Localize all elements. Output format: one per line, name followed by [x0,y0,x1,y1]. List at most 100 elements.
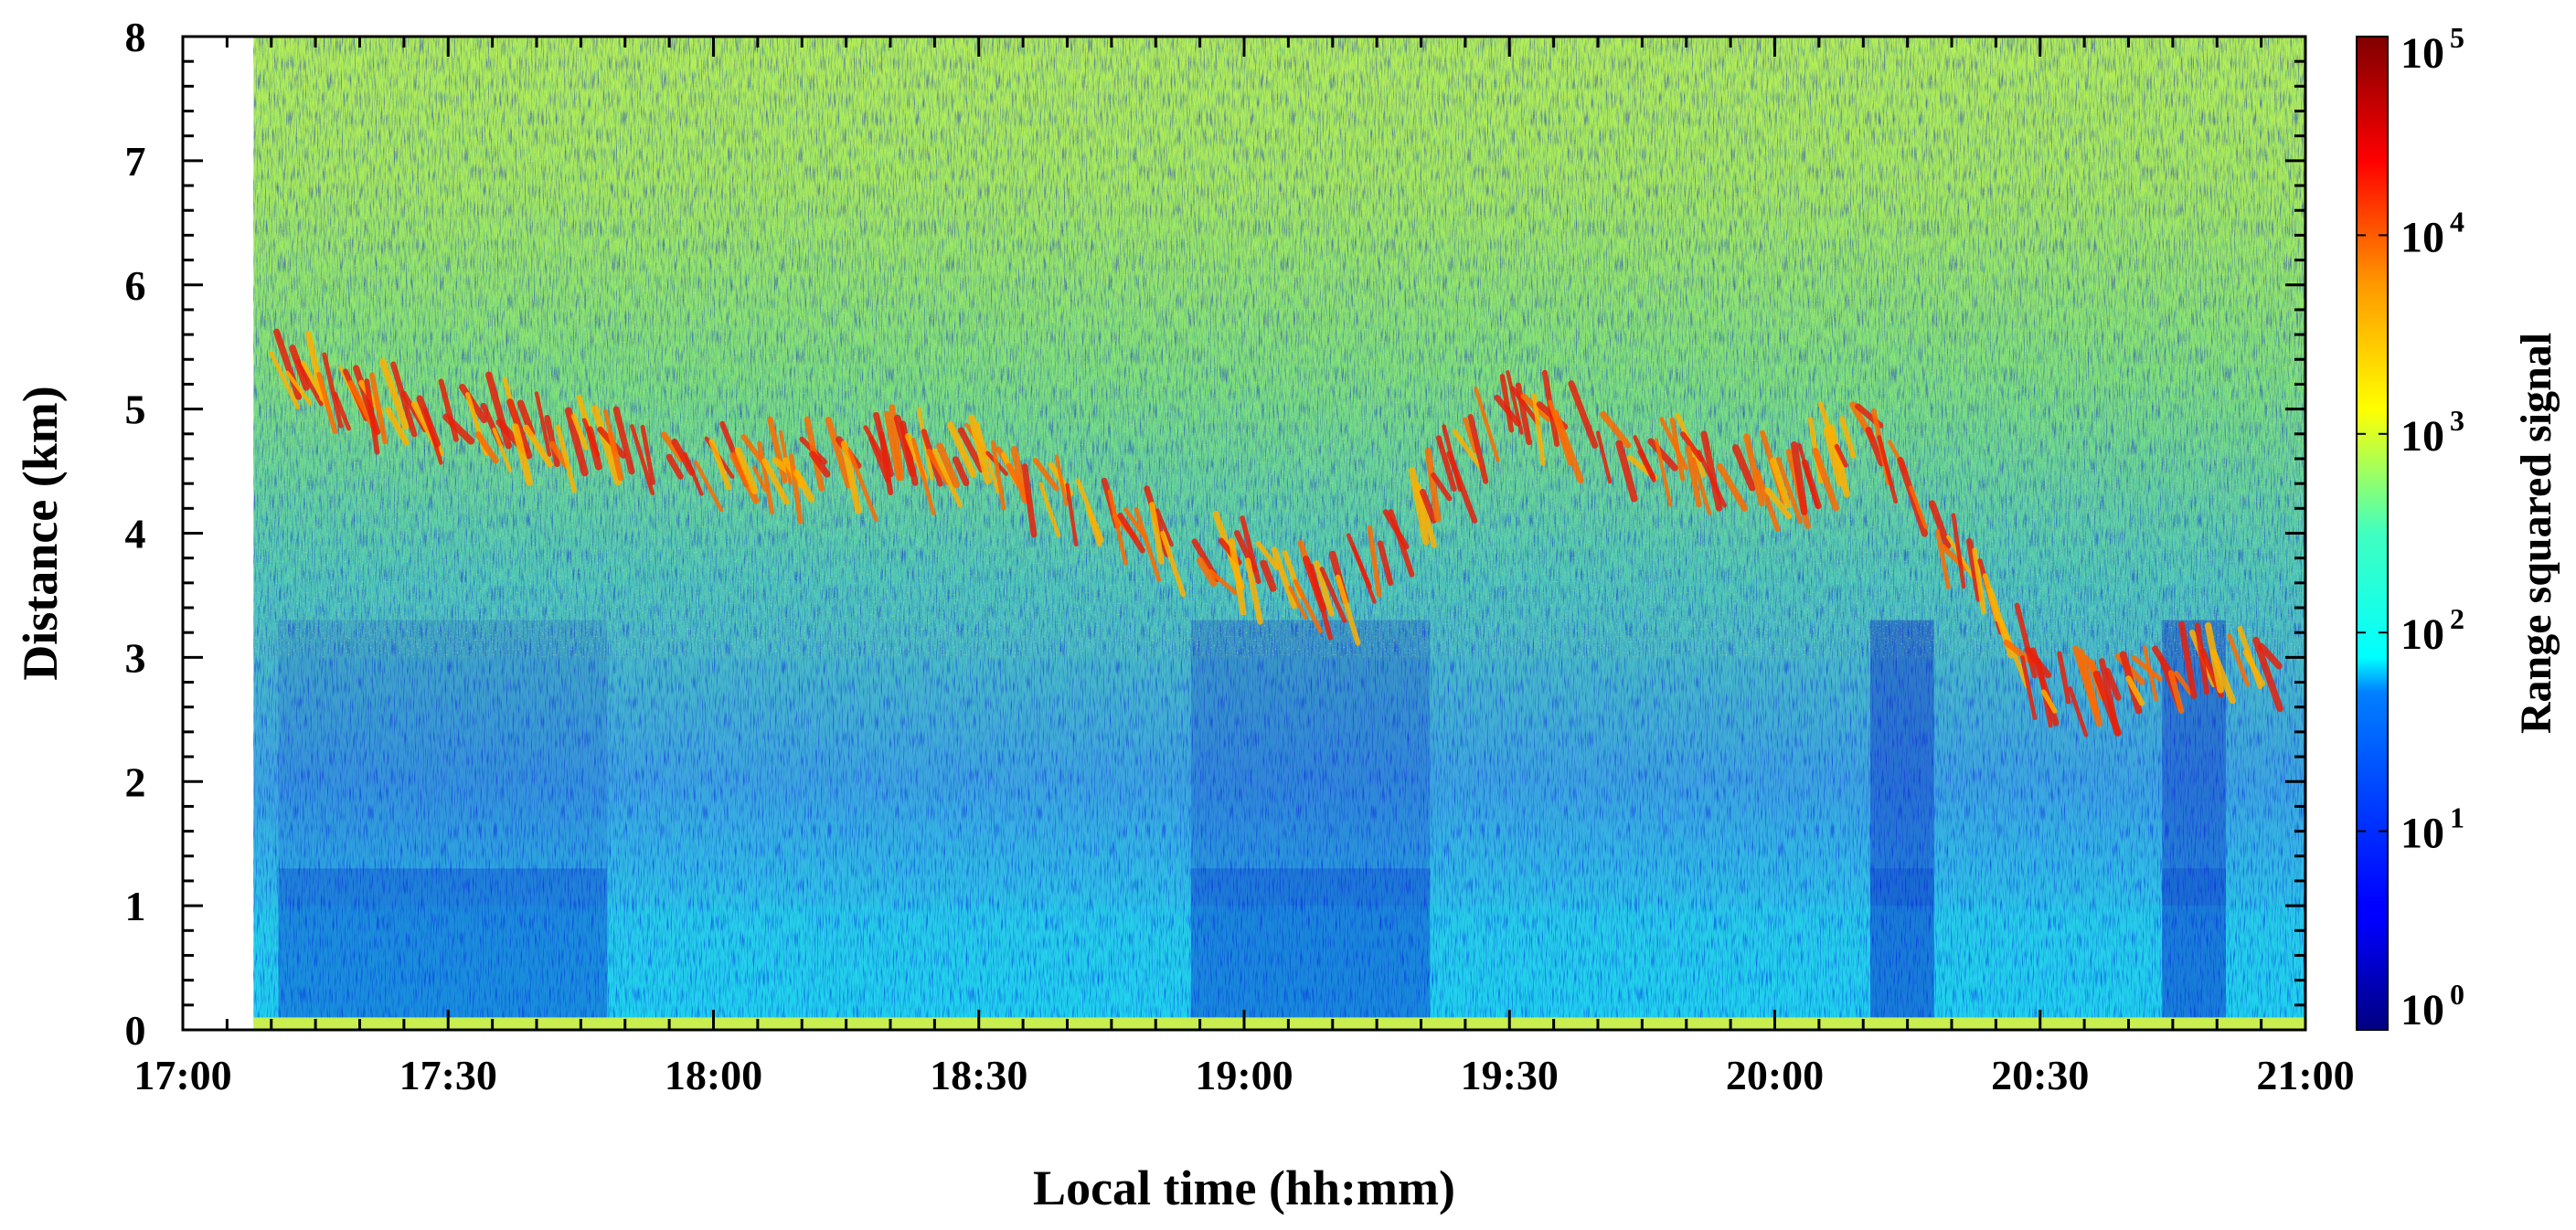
cloud-streak [369,372,389,445]
colorbar-tick-exponent: 5 [2450,21,2464,54]
x-tick-label: 18:30 [930,1052,1027,1098]
cloud-streak [422,408,443,465]
x-tick-label: 20:00 [1726,1052,1824,1098]
cloud-streak [2252,636,2283,713]
cloud-streak [511,423,533,486]
cloud-streak [1801,459,1822,510]
cloud-streak [332,391,351,431]
cloud-streak [936,442,960,489]
cloud-streak [1255,540,1280,570]
cloud-streak [2257,642,2283,670]
cloud-streak [1388,509,1415,578]
cloud-streak [1731,444,1756,492]
cloud-streak [284,370,313,406]
cloud-streak [1965,537,1983,602]
cloud-streak [1499,374,1515,433]
cloud-streak [1446,451,1478,524]
cloud-streak [1010,445,1028,504]
cloud-streak [1865,426,1885,467]
cloud-streak [708,438,732,491]
colorbar-tick-label: 10 [2400,412,2444,461]
cloud-streak [1314,560,1335,617]
cloud-streak [640,424,655,485]
colorbar-tick-label: 10 [2400,810,2444,858]
colorbar-tick-exponent: 2 [2450,602,2464,635]
cloud-streak [751,465,768,493]
cloud-streak [1409,467,1430,546]
y-tick-label: 4 [125,511,146,557]
x-tick-label: 19:00 [1195,1052,1293,1098]
cloud-streak [1812,447,1839,512]
cloud-streak [825,416,852,489]
cloud-streak [788,453,804,525]
cloud-streak [1240,515,1261,585]
cloud-streak [910,437,936,515]
cloud-streak [1716,462,1749,512]
cloud-streak [1743,433,1765,507]
cloud-streak [1595,430,1613,484]
x-tick-label: 17:30 [399,1052,497,1098]
x-tick-label: 17:00 [133,1052,231,1098]
cloud-streak [269,351,301,410]
cloud-streak [2057,651,2071,705]
cloud-streak [809,451,831,478]
cloud-streak [1117,512,1145,554]
cloud-streak [1654,438,1673,507]
cloud-streak [2014,602,2038,679]
cloud-streak [1086,506,1102,547]
cloud-streak [564,407,589,477]
cloud-streak [740,434,766,465]
cloud-streak [608,431,624,482]
cloud-streak [1839,416,1857,459]
cloud-streak [767,416,788,484]
cloud-streak [1196,557,1218,587]
cloud-streak [2142,644,2158,703]
cloud-streak [1467,414,1489,484]
y-tick-label: 7 [125,138,146,185]
cloud-streak [1754,468,1781,533]
cloud-streak [549,440,569,469]
cloud-streak [522,424,554,468]
cloud-streak [1351,546,1377,604]
colorbar-tick-exponent: 4 [2450,205,2464,238]
cloud-streak [2167,670,2185,715]
noise-overlay [253,37,2305,1030]
colorbar-tick-exponent: 3 [2450,404,2464,437]
colorbar-gradient [2356,36,2389,1031]
cloud-streak [1244,557,1263,625]
cloud-streak [2209,649,2236,705]
cloud-streak [2227,633,2251,687]
cloud-streak [899,420,919,486]
cloud-streak [555,424,577,493]
cloud-streak [534,391,552,457]
cloud-streak [1335,574,1361,646]
cloud-streak [1700,430,1723,512]
cloud-streak [492,427,513,472]
cloud-streak [1367,525,1382,598]
cloud-streak [1431,472,1453,502]
cloud-streak [1600,410,1632,449]
cloud-streak [1506,370,1524,435]
cloud-streak [1271,546,1297,610]
cloud-streak [442,413,475,445]
cloud-streak [1834,443,1848,468]
cloud-streak [1515,382,1532,446]
cloud-streak [2040,689,2058,714]
x-tick-label: 19:30 [1461,1052,1559,1098]
cloud-streak [2068,686,2089,737]
cloud-streak [1065,482,1079,546]
cloud-streak [1134,506,1162,583]
cloud-streak [694,460,724,513]
cloud-streak [1928,500,1952,549]
y-tick-label: 6 [125,262,146,309]
cloud-streak [1155,508,1174,547]
cloud-streak [931,448,963,508]
y-tick-label: 0 [125,1007,146,1054]
cloud-streak [2242,649,2266,686]
y-tick-label: 8 [125,14,146,60]
cloud-streak [1685,445,1702,508]
cloud-streak [474,431,499,464]
cloud-streak [1691,457,1712,515]
cloud-streak [1659,417,1689,471]
